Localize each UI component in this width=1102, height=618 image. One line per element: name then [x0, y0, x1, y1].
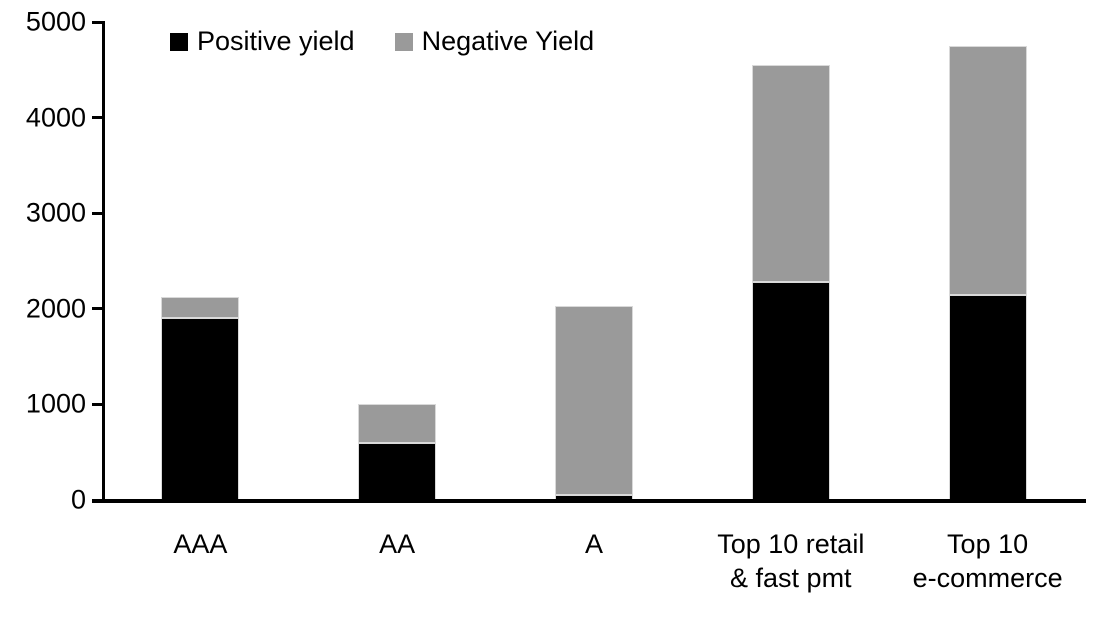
bar-segment-negative [948, 45, 1027, 296]
legend-item: Negative Yield [394, 26, 595, 57]
y-tick-label: 5000 [25, 6, 86, 37]
bar-segment-positive [751, 282, 830, 500]
x-category-label: AA [379, 529, 416, 559]
legend-swatch-icon [170, 32, 188, 51]
legend-swatch-icon [394, 32, 413, 51]
legend-label: Positive yield [197, 26, 355, 56]
x-axis [92, 499, 1086, 503]
y-tick-label: 0 [70, 484, 86, 515]
y-tick-mark [92, 211, 103, 215]
y-axis [102, 21, 105, 501]
bar-segment-negative [751, 65, 830, 283]
y-tick-label: 2000 [25, 293, 86, 324]
bar-segment-negative [358, 404, 437, 443]
y-tick-mark [92, 307, 103, 311]
x-category-label: Top 10 retail & fast pmt [717, 529, 865, 593]
y-tick-mark [92, 20, 103, 24]
x-category-label: Top 10 e-commerce [912, 529, 1063, 593]
x-category-label: A [584, 529, 603, 559]
y-tick-mark [92, 402, 103, 406]
y-tick-mark [92, 116, 103, 120]
bar-segment-negative [161, 297, 240, 319]
bar-segment-positive [358, 442, 437, 500]
bar-segment-negative [555, 305, 633, 496]
bar-segment-positive [161, 318, 240, 500]
y-tick-label: 1000 [25, 388, 86, 419]
y-tick-label: 4000 [25, 102, 86, 133]
x-category-label: AAA [173, 529, 228, 559]
legend-item: Positive yield [170, 26, 355, 57]
legend-label: Negative Yield [421, 26, 595, 56]
y-tick-label: 3000 [25, 197, 86, 228]
chart-legend: Positive yield Negative Yield [170, 26, 594, 57]
bar-segment-positive [948, 295, 1027, 500]
